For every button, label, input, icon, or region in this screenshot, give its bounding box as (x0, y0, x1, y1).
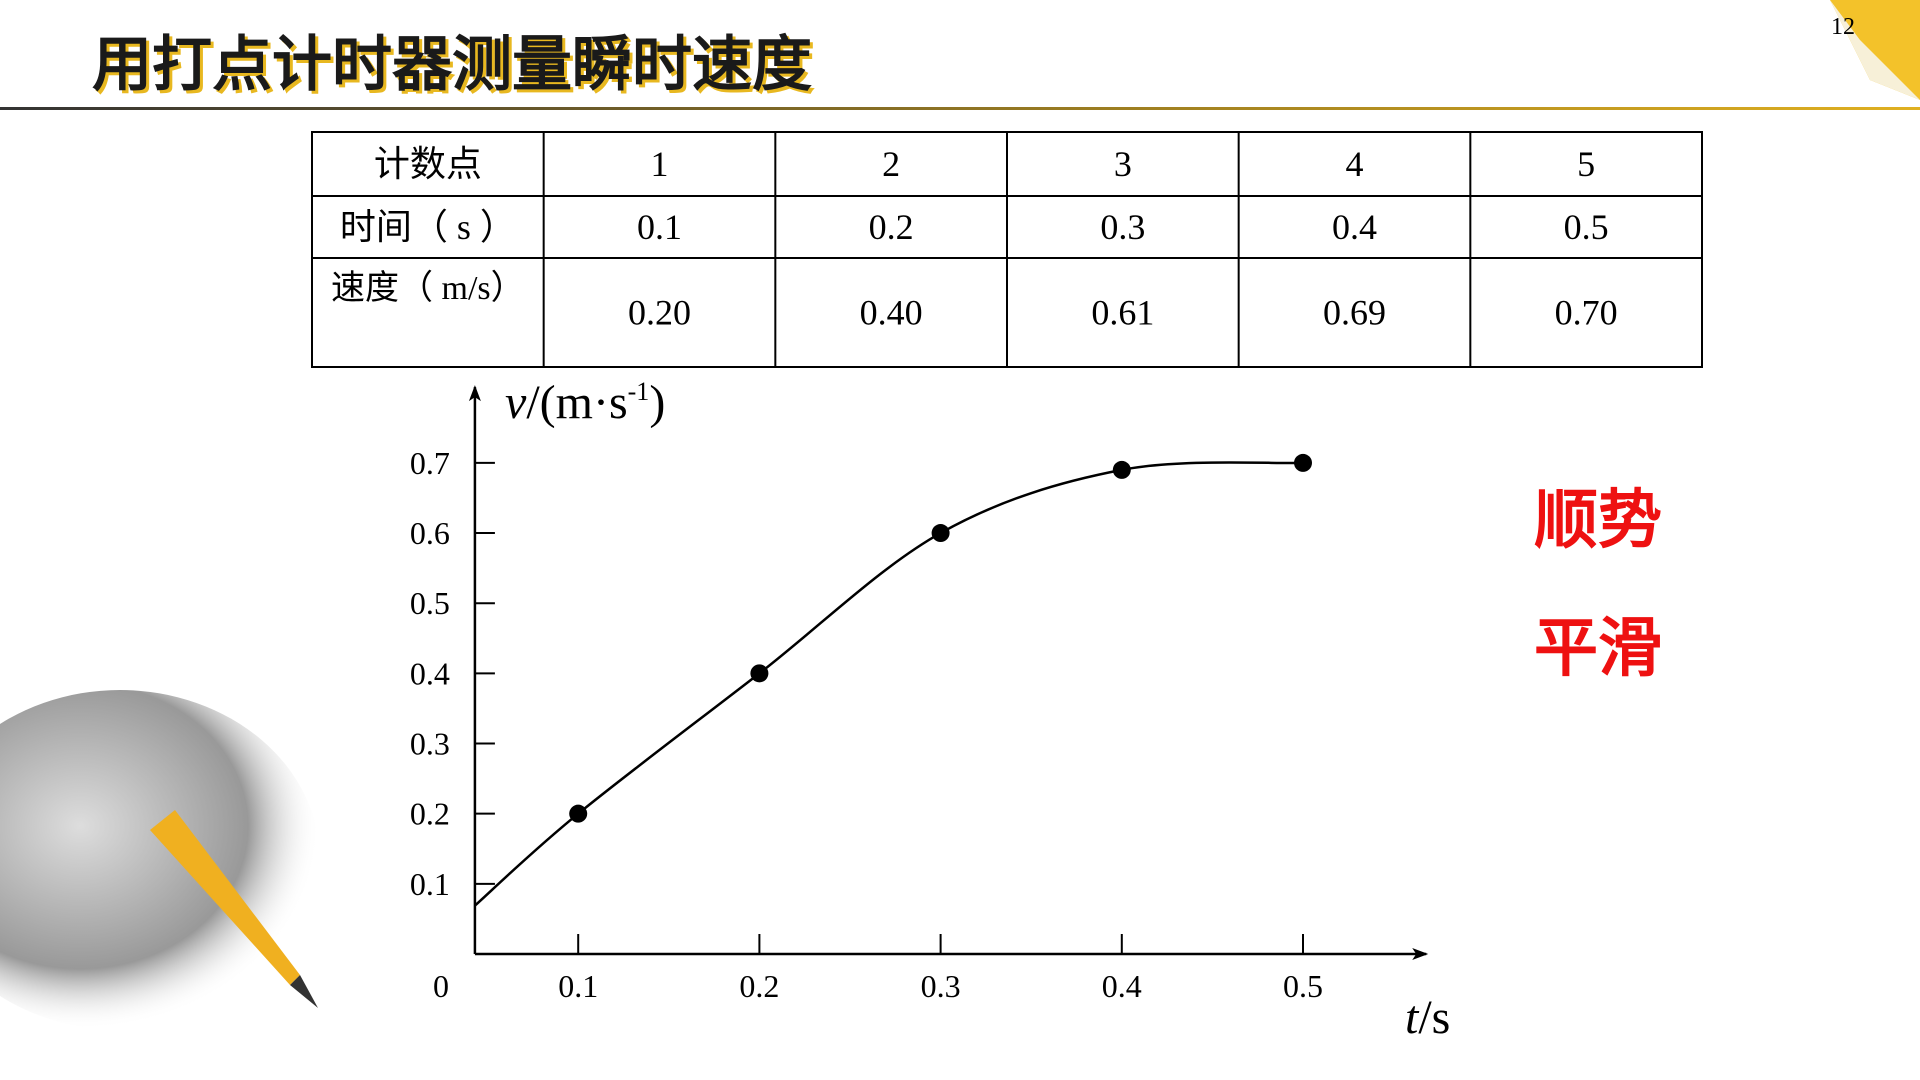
table-cell: 0.40 (860, 293, 923, 333)
y-tick-label: 0.5 (410, 585, 450, 621)
y-tick-label: 0.3 (410, 726, 450, 762)
page-curl-back (1830, 0, 1920, 100)
y-tick-label: 0.6 (410, 515, 450, 551)
page-number: 12 (1831, 14, 1855, 40)
table-cell: 0.69 (1323, 293, 1386, 333)
y-label-part: v (505, 376, 527, 429)
chart: 0.1 0.2 0.3 0.4 0.5 0.1 0.2 0.3 0.4 0.5 0.6 0.7 0 t/s… (410, 376, 1450, 1044)
x-axis-arrow (1412, 948, 1429, 960)
table-cell: 0.2 (869, 207, 914, 247)
x-label-part: t (1405, 991, 1420, 1044)
data-point (1294, 453, 1312, 472)
table-cell: 4 (1346, 144, 1364, 184)
data-point (750, 664, 769, 683)
pencil (150, 810, 300, 985)
fit-curve (474, 461, 1304, 907)
x-tick-label: 0.2 (739, 968, 779, 1004)
annotation: 平滑 (1534, 612, 1662, 686)
table-cell-text: 速度（ m/s） (331, 270, 525, 307)
table-cell: 0.70 (1555, 293, 1618, 333)
page-curl (1830, 0, 1920, 100)
table-cell: 5 (1577, 144, 1595, 184)
table-cell: 1 (651, 144, 669, 184)
y-tick-label: 0.1 (410, 866, 450, 902)
table: 计数点 1 2 3 4 5 时间（ s ） 0.1 0.2 0.3 0.4 0.5 速度（ m/s） 0.… (311, 131, 1703, 368)
table-cell: 时间（ s ） (340, 207, 516, 247)
x-label-part: /s (1418, 991, 1450, 1044)
table-cell: 0.1 (637, 207, 682, 247)
title-shadow: 用打点计时器测量瞬时速度 (95, 33, 815, 103)
data-point (1112, 460, 1131, 479)
title: 用打点计时器测量瞬时速度 (92, 30, 812, 100)
table-cell: 0.5 (1564, 207, 1609, 247)
y-tick-label: 0.2 (410, 796, 450, 832)
y-label-part: ) (649, 376, 665, 429)
x-tick-label: 0.5 (1283, 968, 1323, 1004)
origin-label: 0 (433, 968, 449, 1004)
table-cell: 计数点 (374, 144, 482, 184)
title-rule (0, 107, 1920, 110)
x-tick-label: 0.3 (921, 968, 961, 1004)
hand-illustration (0, 690, 320, 1030)
data-point (931, 524, 950, 543)
table-cell: 0.20 (628, 293, 691, 333)
x-axis-label: t/s (1405, 991, 1450, 1044)
y-label-part: /(m·s (526, 376, 627, 429)
x-tick-label: 0.4 (1102, 968, 1142, 1004)
annotation: 顺势 (1534, 484, 1662, 558)
y-tick-label: 0.4 (410, 655, 450, 691)
table-cell: 0.4 (1332, 207, 1377, 247)
y-axis-arrow (468, 385, 481, 402)
table-cell: 0.3 (1100, 207, 1145, 247)
table-cell: 2 (882, 144, 900, 184)
y-axis-label: v/(m·s-1) (505, 376, 665, 429)
table-cell: 0.61 (1091, 293, 1154, 333)
table-cell: 3 (1114, 144, 1132, 184)
table-cell: 速度（ m/s） (331, 270, 525, 307)
y-label-part: -1 (628, 377, 650, 406)
y-tick-label: 0.7 (410, 445, 450, 481)
x-tick-label: 0.1 (558, 968, 598, 1004)
pencil-tip (290, 975, 318, 1008)
data-point (569, 804, 588, 823)
